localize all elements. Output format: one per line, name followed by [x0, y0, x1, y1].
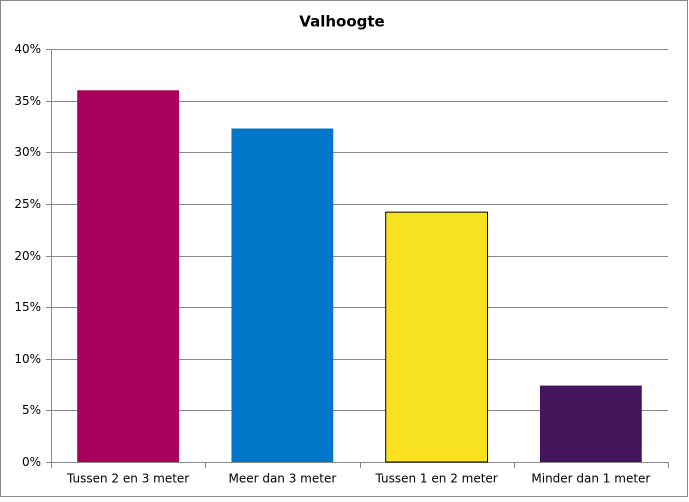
y-tick-label: 30% — [14, 145, 41, 159]
y-tick-label: 0% — [22, 455, 41, 469]
y-tick-label: 40% — [14, 42, 41, 56]
bar — [385, 211, 489, 463]
x-tick-label: Meer dan 3 meter — [228, 472, 336, 486]
bar — [231, 128, 334, 462]
y-tick-label: 20% — [14, 249, 41, 263]
chart-title: Valhoogte — [299, 13, 384, 31]
y-tick-label: 15% — [14, 300, 41, 314]
bar — [539, 385, 642, 462]
y-tick-label: 5% — [22, 403, 41, 417]
x-tick-label: Tussen 1 en 2 meter — [375, 472, 498, 486]
y-tick-label: 35% — [14, 94, 41, 108]
y-tick-label: 10% — [14, 352, 41, 366]
bar — [77, 90, 180, 463]
x-tick-label: Minder dan 1 meter — [531, 472, 650, 486]
y-tick-label: 25% — [14, 197, 41, 211]
x-tick-label: Tussen 2 en 3 meter — [66, 472, 189, 486]
